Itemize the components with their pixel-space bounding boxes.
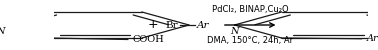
Text: +: + [147, 18, 158, 32]
Text: PdCl₂, BINAP,Cu₂O: PdCl₂, BINAP,Cu₂O [212, 5, 288, 14]
Text: DMA, 150°C, 24h, Ar: DMA, 150°C, 24h, Ar [207, 36, 293, 45]
Text: N: N [230, 27, 239, 36]
Text: COOH: COOH [133, 35, 164, 44]
Text: Br: Br [165, 20, 178, 30]
Text: Ar: Ar [197, 20, 209, 30]
Text: Ar: Ar [366, 34, 378, 43]
Text: N: N [0, 27, 5, 36]
